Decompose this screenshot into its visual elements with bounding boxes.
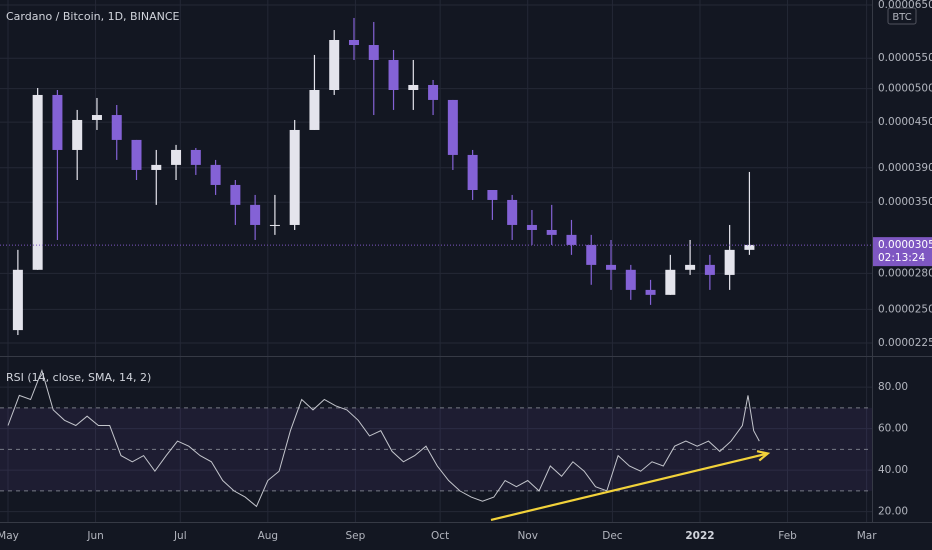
currency-box	[887, 7, 917, 25]
candle-body	[269, 224, 280, 226]
candle-body	[190, 149, 201, 165]
candle-body	[32, 94, 43, 270]
x-tick-label: Oct	[431, 530, 449, 542]
candle-body	[368, 45, 379, 60]
candle-body	[171, 149, 182, 165]
candle-body	[606, 264, 617, 270]
candle-body	[487, 189, 498, 200]
candle-body	[685, 264, 696, 270]
trendline	[490, 452, 769, 521]
trendline-arrow	[756, 450, 771, 462]
x-tick-label: Dec	[602, 530, 623, 542]
x-tick-label: Jun	[86, 530, 103, 542]
candle-body	[250, 204, 261, 225]
candle-body	[546, 229, 557, 235]
y-tick-label: 60.00	[878, 423, 908, 435]
candle-body	[665, 269, 676, 295]
candle-body	[151, 164, 162, 170]
candle-body	[428, 84, 439, 100]
candle-body	[52, 94, 63, 150]
candle-body	[566, 234, 577, 245]
candle-body	[348, 39, 359, 46]
y-tick-label: 80.00	[878, 381, 908, 393]
candle-body	[447, 99, 458, 155]
candle-body	[91, 115, 102, 120]
candle-body	[289, 129, 300, 225]
candle-body	[625, 269, 636, 290]
y-tick-label: 20.00	[878, 506, 908, 518]
candle-body	[507, 199, 518, 225]
x-tick-label: Nov	[517, 530, 538, 542]
candle-body	[408, 84, 419, 91]
candle-body	[111, 115, 122, 140]
chart-title: Cardano / Bitcoin, 1D, BINANCE	[6, 10, 180, 23]
candle-body	[131, 139, 142, 170]
candle-body	[744, 244, 755, 250]
x-tick-label: May	[0, 530, 19, 542]
candle-body	[645, 289, 656, 295]
candle-body	[329, 39, 340, 91]
x-tick-label: Mar	[857, 530, 877, 542]
countdown: 02:13:24	[878, 252, 925, 264]
candle-body	[72, 119, 83, 150]
x-tick-label: Sep	[346, 530, 366, 542]
rsi-line	[7, 368, 760, 508]
candle-body	[526, 224, 537, 230]
candle-body	[309, 90, 320, 130]
candle-body	[210, 164, 221, 185]
x-tick-label: Aug	[258, 530, 279, 542]
last-price-label: 0.00003059	[878, 239, 932, 251]
candle-body	[704, 264, 715, 275]
candle-body	[586, 244, 597, 265]
y-tick-label: 40.00	[878, 464, 908, 476]
candle-body	[467, 154, 478, 190]
candle-body	[12, 269, 23, 331]
x-tick-label: Feb	[778, 530, 797, 542]
candle-body	[724, 249, 735, 275]
candle-body	[388, 59, 399, 91]
currency: BTC	[892, 12, 911, 23]
grid-layer	[0, 0, 872, 522]
x-tick-label: 2022	[685, 530, 714, 542]
candle-body	[230, 184, 241, 205]
mark-layer	[0, 17, 872, 521]
last-price-box	[873, 237, 932, 267]
rsi-title: RSI (14, close, SMA, 14, 2)	[6, 371, 151, 384]
x-tick-label: Jul	[173, 530, 187, 542]
